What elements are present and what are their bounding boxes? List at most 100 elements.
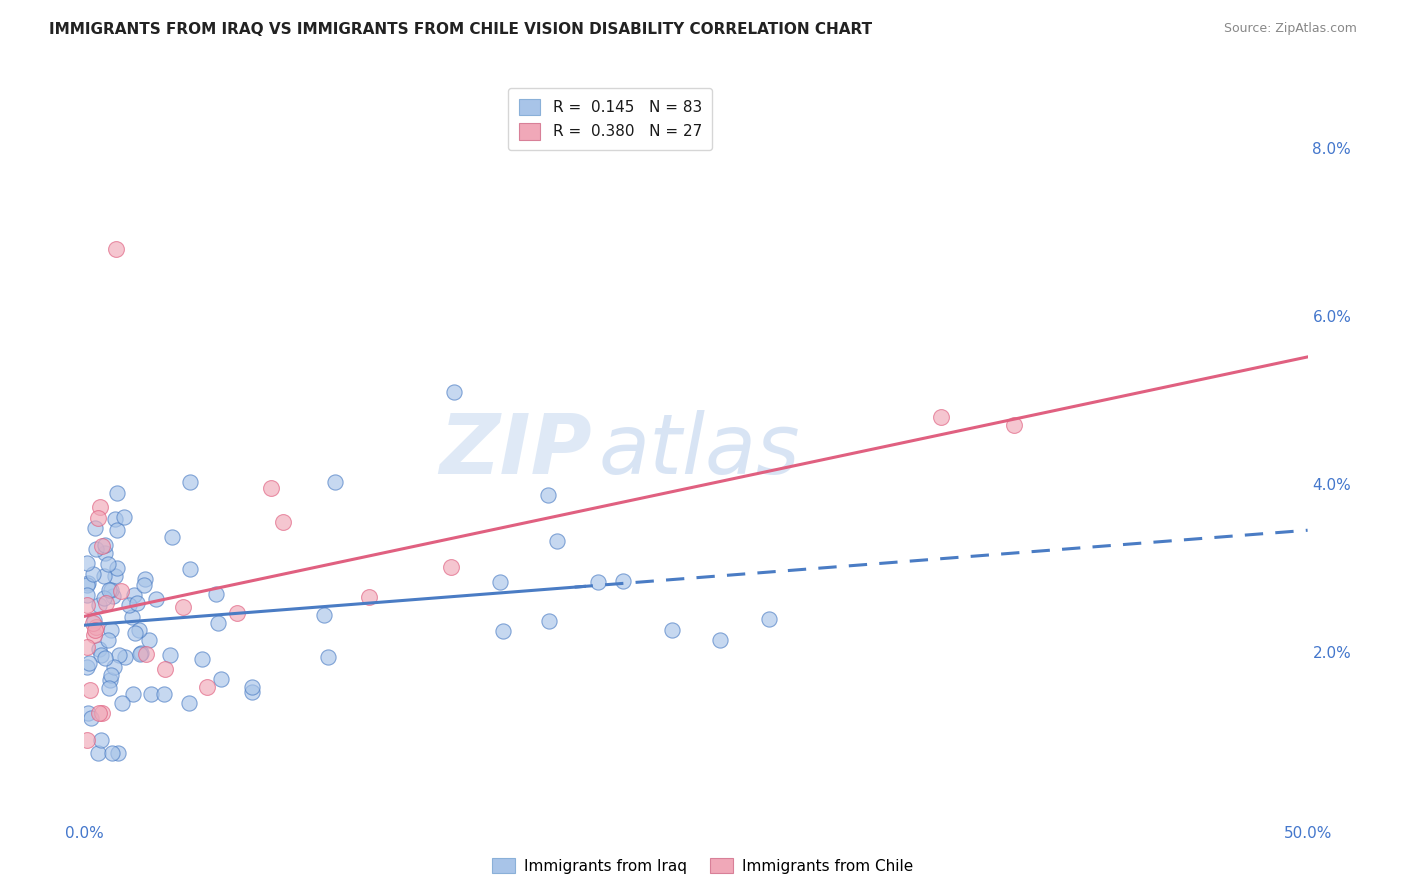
Legend: R =  0.145   N = 83, R =  0.380   N = 27: R = 0.145 N = 83, R = 0.380 N = 27 — [508, 88, 713, 150]
Point — [443, 385, 465, 400]
Point — [101, 590, 124, 604]
Point — [134, 573, 156, 587]
Point — [76, 640, 98, 654]
Point — [82, 616, 104, 631]
Point — [240, 680, 263, 694]
Point — [90, 648, 112, 662]
Point — [76, 706, 98, 720]
Text: ZIP: ZIP — [439, 410, 592, 491]
Point — [661, 623, 683, 637]
Point — [91, 706, 114, 720]
Point — [87, 599, 110, 613]
Point — [76, 599, 98, 613]
Point — [323, 475, 346, 489]
Point — [84, 620, 107, 634]
Point — [103, 660, 125, 674]
Point — [225, 607, 247, 621]
Point — [101, 747, 124, 761]
Point — [537, 488, 560, 502]
Point — [111, 696, 134, 710]
Text: IMMIGRANTS FROM IRAQ VS IMMIGRANTS FROM CHILE VISION DISABILITY CORRELATION CHAR: IMMIGRANTS FROM IRAQ VS IMMIGRANTS FROM … — [49, 22, 872, 37]
Point — [546, 533, 568, 548]
Point — [132, 578, 155, 592]
Point — [205, 587, 228, 601]
Point — [100, 623, 122, 637]
Point — [100, 582, 122, 597]
Point — [929, 409, 952, 424]
Point — [76, 577, 98, 591]
Point — [104, 511, 127, 525]
Point — [97, 681, 120, 696]
Point — [179, 475, 201, 490]
Point — [97, 633, 120, 648]
Point — [162, 531, 184, 545]
Point — [139, 688, 162, 702]
Point — [83, 613, 105, 627]
Point — [87, 747, 110, 761]
Point — [79, 683, 101, 698]
Point — [586, 574, 609, 589]
Point — [121, 610, 143, 624]
Point — [612, 574, 634, 589]
Point — [94, 546, 117, 560]
Point — [108, 648, 131, 663]
Point — [82, 566, 104, 581]
Point — [112, 510, 135, 524]
Point — [159, 648, 181, 663]
Point — [90, 733, 112, 747]
Point — [97, 558, 120, 572]
Point — [79, 711, 101, 725]
Point — [492, 624, 515, 639]
Point — [312, 607, 335, 622]
Point — [89, 500, 111, 514]
Point — [89, 642, 111, 657]
Point — [124, 588, 146, 602]
Point — [172, 600, 194, 615]
Point — [76, 576, 98, 591]
Point — [93, 569, 115, 583]
Point — [76, 732, 98, 747]
Point — [129, 646, 152, 660]
Point — [242, 684, 264, 698]
Point — [105, 242, 128, 256]
Point — [177, 697, 200, 711]
Point — [1002, 418, 1025, 433]
Point — [153, 687, 176, 701]
Point — [135, 648, 157, 662]
Point — [145, 591, 167, 606]
Point — [107, 747, 129, 761]
Point — [125, 595, 148, 609]
Point — [138, 633, 160, 648]
Point — [709, 633, 731, 648]
Point — [97, 582, 120, 597]
Point — [87, 511, 110, 525]
Point — [94, 538, 117, 552]
Text: Source: ZipAtlas.com: Source: ZipAtlas.com — [1223, 22, 1357, 36]
Point — [318, 649, 340, 664]
Point — [758, 612, 780, 626]
Point — [260, 481, 283, 495]
Point — [209, 672, 232, 686]
Point — [207, 616, 229, 631]
Point — [77, 657, 100, 671]
Point — [129, 647, 152, 661]
Point — [89, 706, 111, 720]
Point — [93, 591, 115, 605]
Point — [105, 561, 128, 575]
Point — [76, 588, 98, 602]
Point — [179, 562, 201, 576]
Point — [98, 673, 121, 687]
Point — [93, 651, 115, 665]
Point — [96, 596, 118, 610]
Point — [122, 687, 145, 701]
Point — [195, 680, 218, 694]
Point — [440, 560, 463, 574]
Point — [100, 667, 122, 681]
Point — [76, 556, 98, 570]
Text: atlas: atlas — [598, 410, 800, 491]
Point — [104, 569, 127, 583]
Point — [359, 591, 381, 605]
Point — [84, 542, 107, 557]
Point — [153, 662, 176, 676]
Point — [84, 624, 107, 638]
